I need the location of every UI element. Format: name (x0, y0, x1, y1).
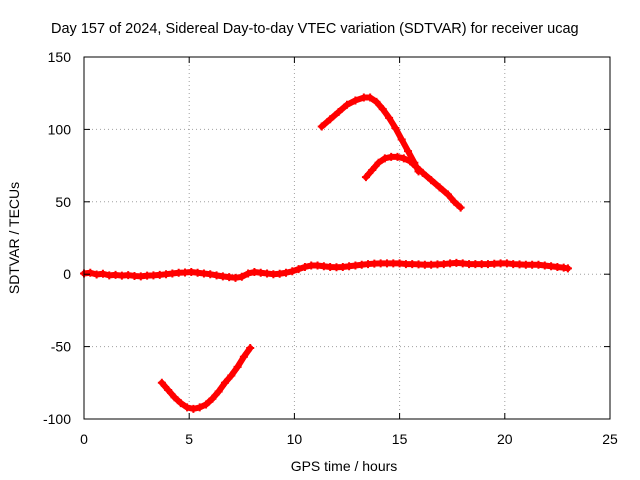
data-point (361, 173, 370, 182)
x-tick-label: 5 (185, 431, 193, 447)
series-mid-arc (361, 152, 465, 212)
data-point (244, 269, 253, 278)
y-tick-label: 0 (63, 266, 71, 282)
data-point (189, 404, 198, 413)
grid-lines (84, 57, 610, 419)
data-point (368, 165, 377, 174)
data-point (86, 268, 95, 277)
data-point (393, 152, 402, 161)
data-point (195, 403, 204, 412)
data-point (281, 268, 290, 277)
data-point (98, 269, 107, 278)
data-point (412, 163, 421, 172)
x-tick-label: 25 (602, 431, 618, 447)
data-point (563, 264, 572, 273)
data-point (450, 197, 459, 206)
data-point (220, 378, 229, 387)
series-near-zero-track (80, 258, 572, 282)
x-tick-label: 0 (80, 431, 88, 447)
series-high-arc (317, 93, 423, 176)
data-point (231, 273, 240, 282)
data-point (399, 154, 408, 163)
data-point (208, 394, 217, 403)
x-tick-label: 10 (287, 431, 303, 447)
data-point (206, 270, 215, 279)
data-point (275, 269, 284, 278)
data-point (246, 344, 255, 353)
data-point (443, 190, 452, 199)
y-tick-label: -50 (51, 339, 71, 355)
y-tick-label: 100 (48, 121, 72, 137)
data-point (380, 154, 389, 163)
y-tick-label: 150 (48, 49, 72, 65)
data-point (372, 97, 381, 106)
data-point (374, 158, 383, 167)
data-point (300, 262, 309, 271)
data-point (157, 378, 166, 387)
data-point (397, 135, 406, 144)
data-series (80, 93, 572, 413)
series-low-arc (157, 344, 255, 413)
data-point (317, 122, 326, 131)
data-point (237, 272, 246, 281)
plot-frame (83, 56, 611, 420)
data-point (366, 93, 375, 102)
data-point (170, 393, 179, 402)
data-point (385, 113, 394, 122)
data-point (212, 271, 221, 280)
y-axis-label: SDTVAR / TECUs (6, 182, 22, 294)
data-point (456, 203, 465, 212)
data-point (214, 387, 223, 396)
x-axis-label: GPS time / hours (291, 458, 398, 474)
data-point (418, 168, 427, 177)
data-point (435, 183, 444, 192)
data-point (233, 362, 242, 371)
data-point (288, 267, 297, 276)
data-point (406, 157, 415, 166)
data-point (183, 403, 192, 412)
data-point (427, 176, 436, 185)
data-point (378, 105, 387, 114)
data-point (294, 265, 303, 274)
y-tick-label: 50 (55, 194, 71, 210)
data-point (404, 147, 413, 156)
data-point (343, 100, 351, 109)
x-tick-label: 20 (497, 431, 513, 447)
y-tick-label: -100 (43, 411, 71, 427)
axis-ticks: 0 5 10 15 20 25 -100 -50 0 50 100 150 (43, 49, 618, 447)
chart-title: Day 157 of 2024, Sidereal Day-to-day VTE… (51, 21, 579, 37)
data-point (176, 399, 185, 408)
data-point (391, 123, 400, 132)
data-point (239, 352, 248, 361)
data-point (326, 115, 335, 124)
data-point (164, 386, 173, 395)
x-tick-label: 15 (392, 431, 408, 447)
data-point (227, 371, 236, 380)
data-point (202, 400, 211, 409)
data-point (351, 96, 360, 105)
data-point (334, 108, 343, 117)
